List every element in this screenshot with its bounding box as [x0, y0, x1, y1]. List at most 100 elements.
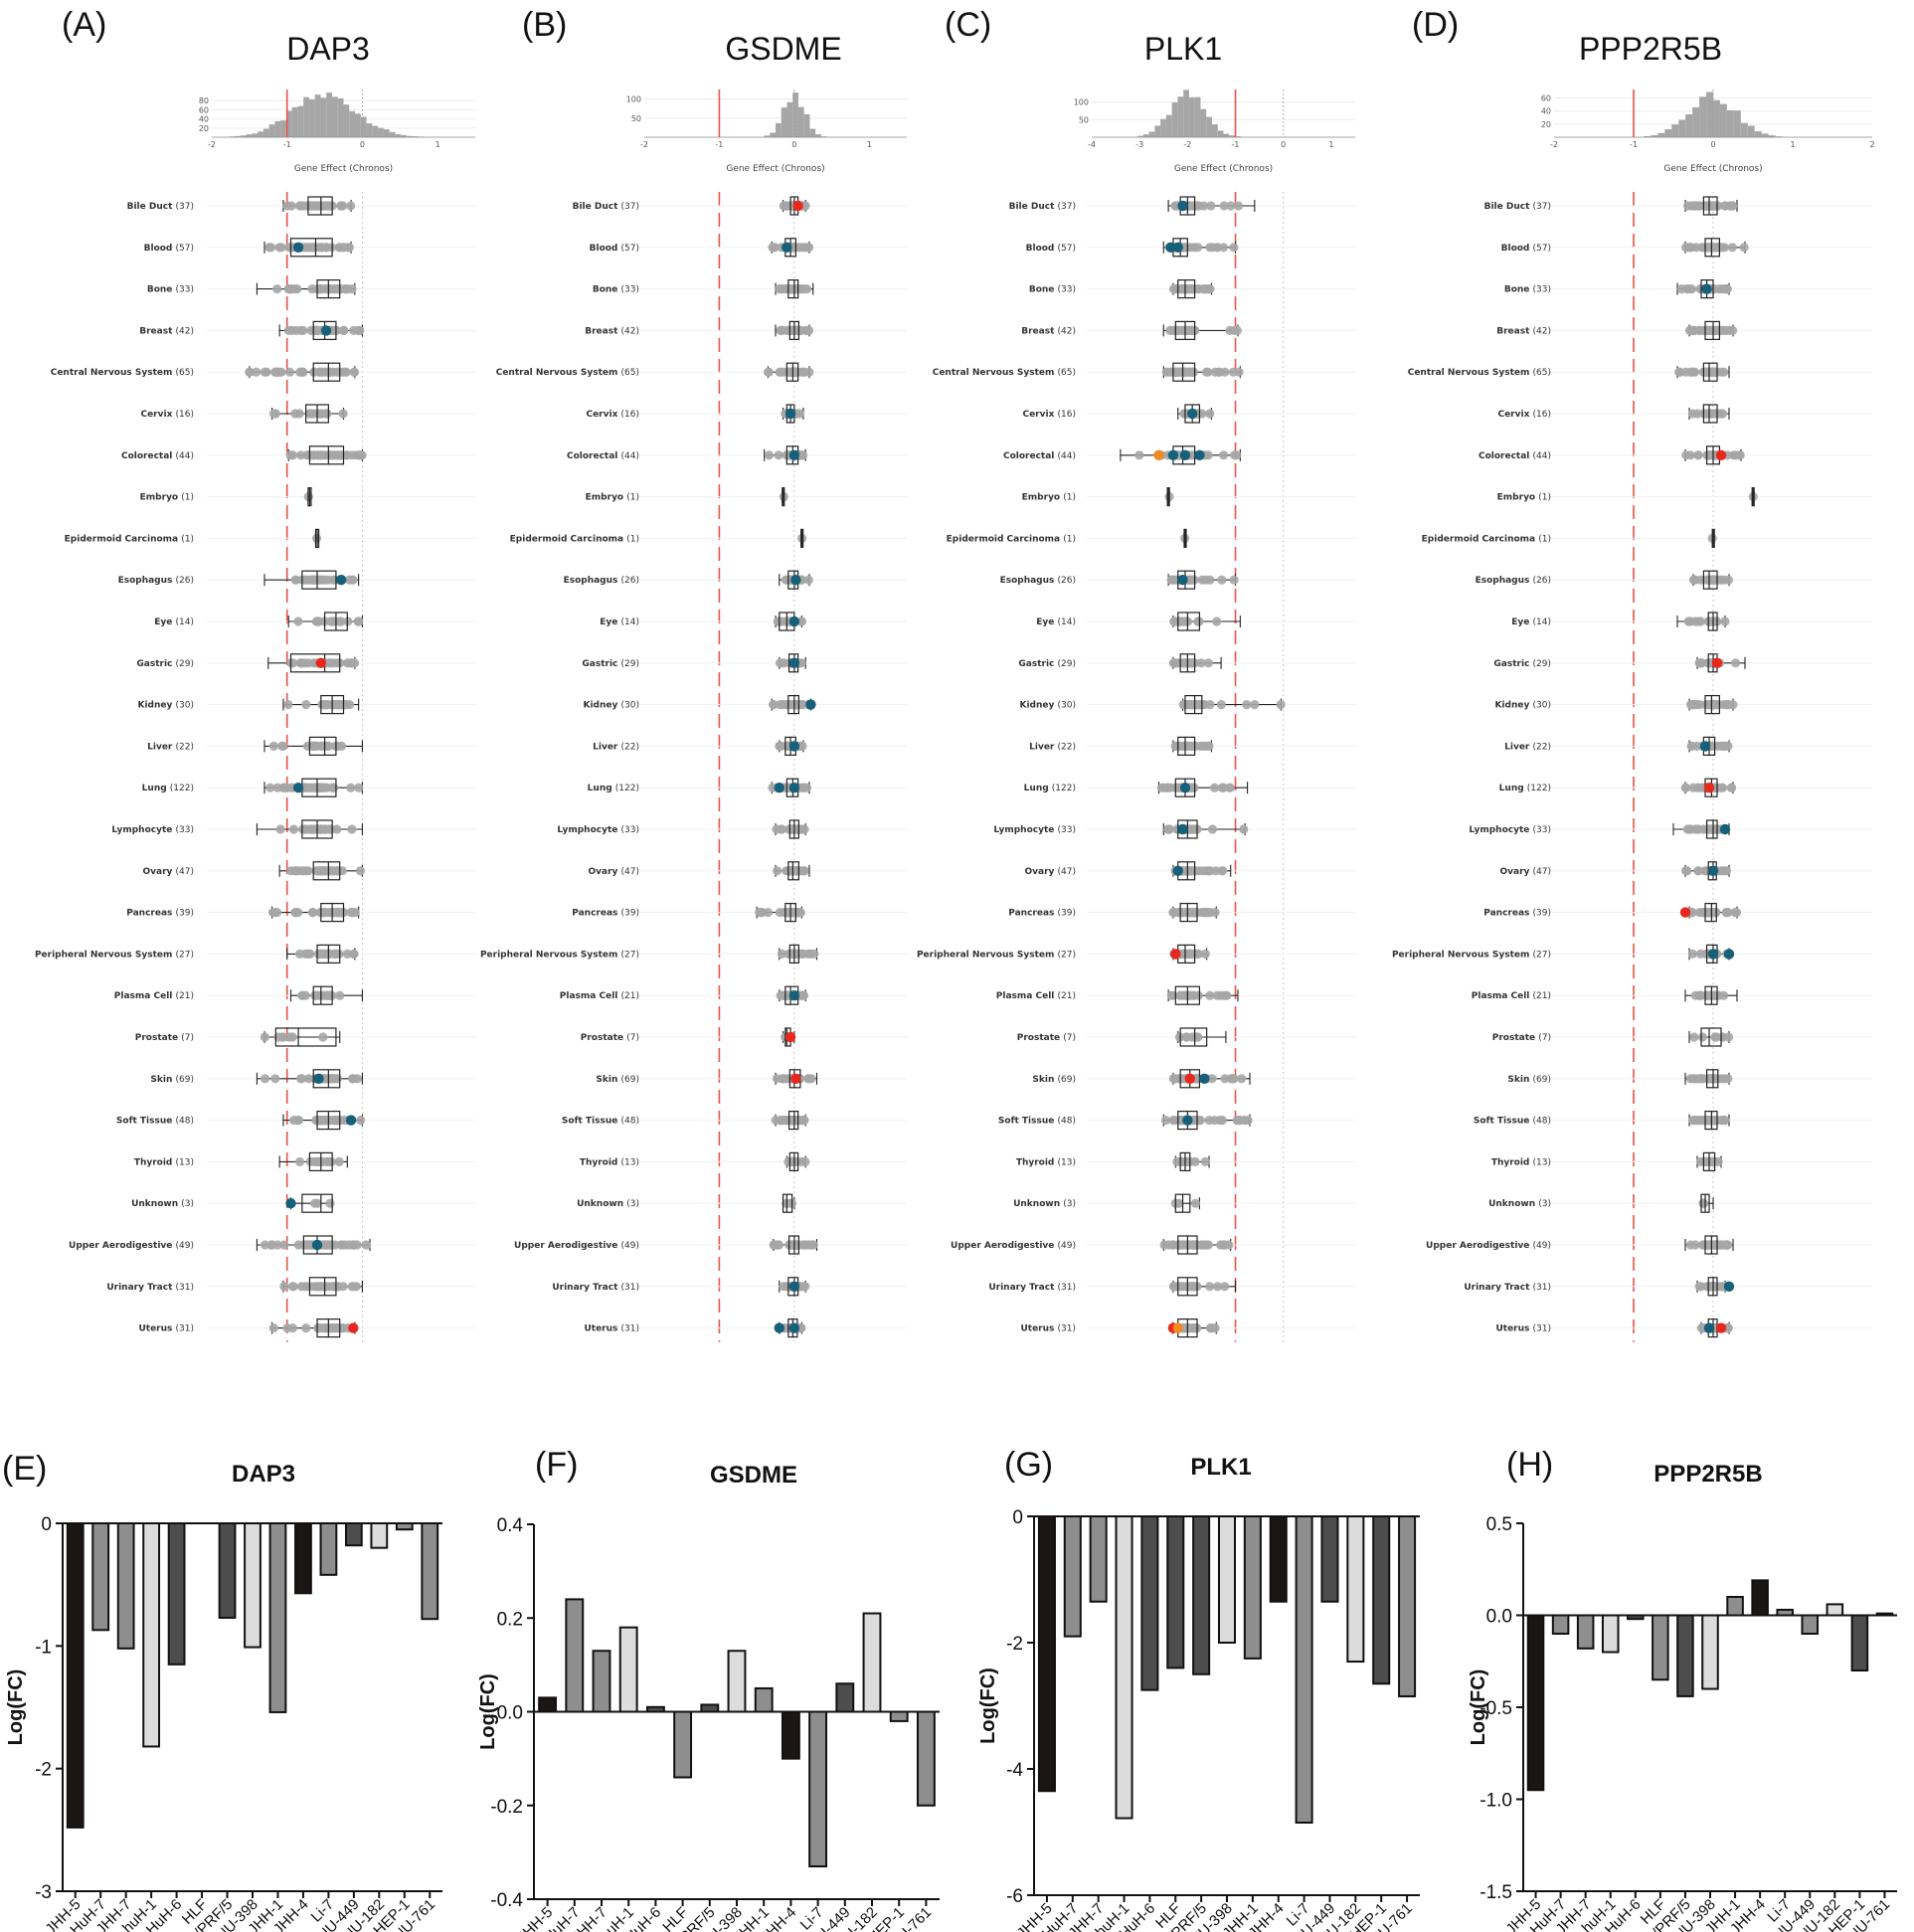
- y-tick-label: 0.4: [497, 1515, 524, 1536]
- hist-bar: [1160, 118, 1166, 137]
- tissue-label: Upper Aerodigestive (49): [1426, 1241, 1551, 1251]
- tissue-name: Pancreas: [572, 909, 620, 919]
- tissue-label: Epidermoid Carcinoma (1): [65, 534, 194, 544]
- tissue-row-pancreas: Pancreas (39): [1483, 902, 1872, 923]
- tissue-row-lung: Lung (122): [142, 778, 475, 797]
- tissue-count: (27): [176, 950, 194, 960]
- bar-snu-398: [1217, 1515, 1237, 1644]
- tissue-row-upper-aerodigestive: Upper Aerodigestive (49): [1426, 1235, 1872, 1255]
- highlight-cell-line-dot-teal: [1707, 865, 1719, 876]
- tissue-label: Soft Tissue (48): [1474, 1117, 1551, 1127]
- box-panel-ppp2r5b: PPP2R5B 20 40 60 -2 -1 0 1 2 Gene Effect (Chronos…: [1392, 31, 1875, 1342]
- hist-bar: [1699, 96, 1707, 137]
- cell-line-dot: [791, 700, 801, 710]
- tissue-row-unknown: Unknown (3): [1013, 1193, 1355, 1213]
- cell-line-dot: [1711, 783, 1721, 792]
- highlight-cell-line-dot-teal: [805, 699, 816, 710]
- cell-line-dot: [1159, 1240, 1169, 1250]
- cell-line-dot: [1731, 908, 1742, 918]
- highlight-cell-line-dot-teal: [782, 242, 792, 253]
- tissue-row-embryo: Embryo (1): [140, 487, 475, 507]
- cell-line-dot: [1185, 284, 1195, 294]
- tissue-count: (39): [176, 909, 194, 919]
- tissue-label: Esophagus (26): [1000, 576, 1076, 586]
- tissue-label: Cervix (16): [140, 410, 194, 420]
- cell-line-dot: [260, 1032, 269, 1042]
- tissue-name: Bile Duct: [573, 202, 621, 212]
- cell-line-dot: [1706, 367, 1716, 377]
- tissue-label: Pancreas (39): [1483, 909, 1551, 919]
- tissue-label: Uterus (31): [1020, 1324, 1076, 1334]
- tissue-label: Esophagus (26): [564, 576, 639, 586]
- cell-line-dot: [317, 700, 328, 710]
- y-tick-label: 0.2: [497, 1609, 523, 1630]
- highlight-cell-line-dot-teal: [285, 1198, 296, 1209]
- y-tick-label: -0.4: [490, 1890, 523, 1911]
- tissue-count: (26): [1533, 576, 1551, 586]
- tissue-name: Urinary Tract: [106, 1283, 175, 1293]
- tissue-row-epidermoid-carcinoma: Epidermoid Carcinoma (1): [1422, 528, 1872, 549]
- tissue-label: Kidney (30): [138, 701, 195, 711]
- cell-line-dot: [268, 1323, 278, 1333]
- tissue-name: Soft Tissue: [998, 1117, 1058, 1127]
- tissue-name: Esophagus: [1476, 576, 1533, 586]
- cell-line-dot: [279, 783, 289, 792]
- highlight-cell-line-dot-red: [1170, 949, 1181, 960]
- cell-line-dot: [1220, 1282, 1230, 1292]
- cell-line-dot: [1227, 1074, 1237, 1084]
- cell-line-dot: [1728, 700, 1738, 710]
- y-tick-label: -1.0: [1479, 1791, 1512, 1812]
- cell-line-dot: [1187, 325, 1197, 335]
- cell-line-dot: [347, 824, 357, 834]
- hist-bar: [337, 97, 344, 137]
- cell-line-dot: [355, 866, 366, 876]
- box-iqr: [1179, 902, 1198, 923]
- tissue-label: Lung (122): [588, 784, 639, 793]
- hist-bar: [1761, 133, 1769, 137]
- tissue-count: (22): [1533, 742, 1551, 752]
- cell-line-dot: [1686, 741, 1696, 752]
- cell-line-dot: [1217, 866, 1227, 876]
- cell-line-dot: [1690, 824, 1700, 834]
- tissue-count: (1): [1538, 493, 1551, 503]
- cell-line-dot: [268, 908, 278, 918]
- cell-line-dot: [756, 908, 766, 918]
- tissue-count: (1): [626, 493, 639, 503]
- y-tick-label: 0: [41, 1514, 52, 1535]
- bar-snu-449: [1801, 1614, 1820, 1635]
- hist-bar: [1165, 114, 1172, 137]
- cell-line-dot: [1219, 201, 1229, 211]
- tissue-name: Kidney: [1495, 701, 1533, 711]
- tissue-row-lymphocyte: Lymphocyte (33): [111, 819, 475, 839]
- cell-line-dot: [278, 741, 288, 752]
- highlight-cell-line-dot-teal: [1707, 949, 1719, 960]
- tissue-name: Prostate: [581, 1033, 627, 1043]
- tissue-label: Thyroid (13): [580, 1157, 639, 1167]
- hist-bar: [1747, 125, 1755, 137]
- tissue-label: Central Nervous System (65): [496, 368, 639, 378]
- bar-sk-hep-1: [889, 1710, 909, 1722]
- cell-line-dot: [298, 325, 308, 335]
- hist-bar: [349, 110, 356, 137]
- tissue-row-blood: Blood (57): [1501, 238, 1872, 258]
- tissue-name: Blood: [590, 244, 621, 254]
- bar-snu-182: [862, 1612, 882, 1713]
- cell-line-dot: [1193, 243, 1203, 253]
- hist-bar: [1200, 108, 1207, 137]
- cell-line-dot: [781, 201, 790, 211]
- box-iqr: [301, 570, 337, 590]
- panel-label-g: (G): [1004, 1446, 1053, 1484]
- hist-x-tick-label: -1: [1232, 140, 1240, 149]
- tissue-name: Soft Tissue: [562, 1117, 621, 1127]
- tissue-label: Bone (33): [147, 285, 194, 295]
- highlight-cell-line-dot-teal: [311, 1239, 323, 1251]
- tissue-name: Bone: [1029, 285, 1058, 295]
- hist-x-tick-label: 1: [1328, 140, 1333, 149]
- tissue-row-unknown: Unknown (3): [131, 1193, 475, 1213]
- cell-line-dot: [1200, 575, 1211, 585]
- tissue-name: Pancreas: [126, 909, 175, 919]
- cell-line-dot: [283, 284, 293, 294]
- tissue-label: Lymphocyte (33): [1469, 825, 1551, 835]
- tissue-name: Upper Aerodigestive: [514, 1241, 620, 1251]
- highlight-cell-line-dot-teal: [788, 1322, 800, 1333]
